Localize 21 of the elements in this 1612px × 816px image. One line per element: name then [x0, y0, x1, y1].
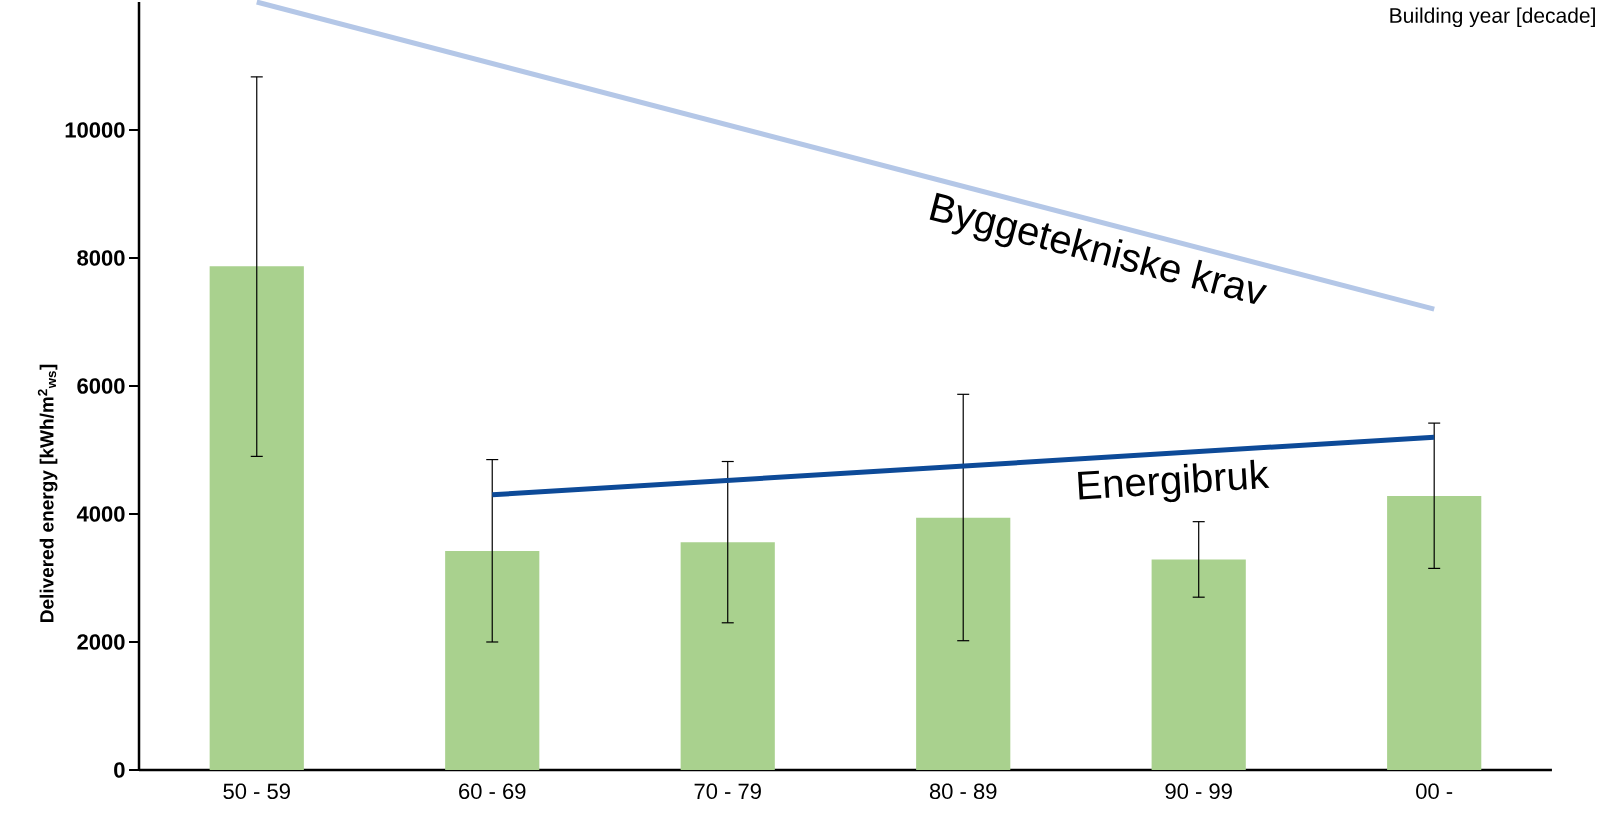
- y-axis-title: Delivered energy [kWh/m$^{2}$$_{ws}$]: [37, 364, 58, 622]
- y-tick-label: 8000: [77, 250, 125, 266]
- x-axis-title: Building year [decade]: [1390, 7, 1595, 28]
- bar: [1151, 559, 1246, 770]
- y-tick-label: 10000: [65, 122, 125, 138]
- bar: [209, 266, 304, 770]
- x-tick-label: 50 - 59: [223, 783, 290, 800]
- y-tick-label: 2000: [77, 634, 125, 650]
- bar: [680, 542, 775, 770]
- bar: [445, 551, 540, 770]
- y-tick-label: 6000: [77, 378, 125, 394]
- y-tick-label: 4000: [76, 506, 125, 522]
- series-label: Energibruk: [1077, 459, 1270, 503]
- x-tick-label: 80 - 89: [929, 783, 997, 800]
- x-tick-label: 60 - 69: [459, 783, 526, 800]
- bar: [1387, 496, 1482, 770]
- bar: [916, 517, 1011, 770]
- x-tick-label: 00 -: [1416, 783, 1453, 800]
- x-tick-label: 70 - 79: [694, 783, 761, 800]
- x-tick-label: 90 - 99: [1165, 783, 1232, 800]
- y-tick-label: 0: [114, 762, 125, 778]
